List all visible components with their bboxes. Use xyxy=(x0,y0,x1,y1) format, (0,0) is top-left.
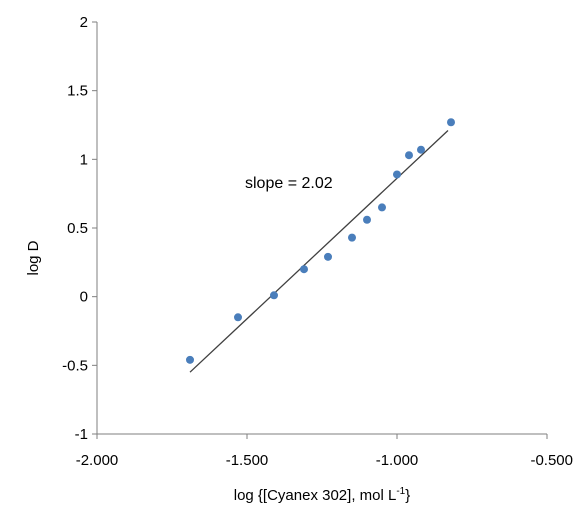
y-tick-label: 1.5 xyxy=(67,83,88,100)
fit-line xyxy=(189,130,449,373)
data-point xyxy=(234,313,242,322)
data-point xyxy=(186,355,194,364)
y-tick-label: 1 xyxy=(80,151,88,168)
y-tick-label: -0.5 xyxy=(62,357,88,374)
axes: -1 -0.5 0 0.5 1 1.5 2 -2.000 -1.500 -1.000 -0.500 xyxy=(62,14,573,469)
slope-annotation: slope = 2.02 xyxy=(245,175,333,192)
data-point xyxy=(447,118,455,127)
data-point xyxy=(348,233,356,242)
x-tick-label: -1.500 xyxy=(226,452,269,469)
y-tick-label: 2 xyxy=(80,14,88,31)
x-tick-label: -2.000 xyxy=(76,452,119,469)
data-point xyxy=(405,151,413,160)
y-axis-title: log D xyxy=(25,240,42,275)
y-tick-label: 0.5 xyxy=(67,220,88,237)
x-axis-title: log {[Cyanex 302], mol L-1} xyxy=(234,486,411,504)
y-tick-label: 0 xyxy=(80,289,88,306)
x-tick-label: -0.500 xyxy=(530,452,573,469)
y-tick-label: -1 xyxy=(75,426,88,443)
data-point xyxy=(378,203,386,212)
data-point xyxy=(363,215,371,224)
data-point xyxy=(300,265,308,274)
data-point xyxy=(270,291,278,300)
scatter-points xyxy=(186,118,455,364)
data-point xyxy=(393,170,401,179)
x-tick-label: -1.000 xyxy=(376,452,419,469)
data-point xyxy=(417,145,425,154)
data-point xyxy=(324,252,332,261)
fit-line-group xyxy=(189,130,449,373)
